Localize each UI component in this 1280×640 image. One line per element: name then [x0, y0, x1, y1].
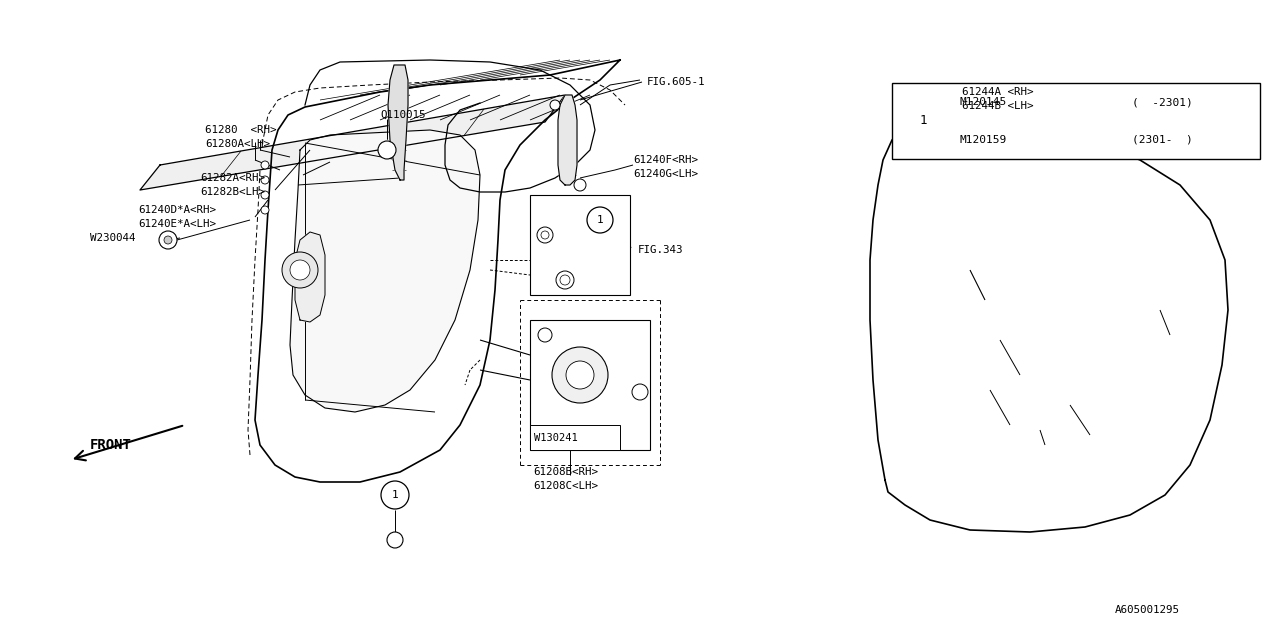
Polygon shape: [388, 65, 408, 180]
Bar: [530, 425, 620, 450]
Text: 61282B<LH>: 61282B<LH>: [200, 187, 265, 197]
Bar: [892, 83, 1260, 159]
Circle shape: [538, 328, 552, 342]
Circle shape: [261, 206, 269, 214]
Circle shape: [914, 126, 925, 138]
Text: W230044: W230044: [90, 233, 136, 243]
Polygon shape: [255, 60, 620, 482]
Circle shape: [538, 227, 553, 243]
Text: M120159: M120159: [960, 135, 1007, 145]
Circle shape: [378, 141, 396, 159]
Circle shape: [291, 260, 310, 280]
Circle shape: [261, 191, 269, 199]
Circle shape: [552, 347, 608, 403]
Text: (  -2301): ( -2301): [1133, 97, 1193, 107]
Circle shape: [556, 271, 573, 289]
Text: M120145: M120145: [960, 97, 1007, 107]
Text: 61208B<RH>: 61208B<RH>: [532, 467, 598, 477]
Text: 61280  <RH>: 61280 <RH>: [205, 125, 276, 135]
Bar: [530, 320, 650, 450]
Circle shape: [282, 252, 317, 288]
Circle shape: [632, 384, 648, 400]
Text: 1: 1: [919, 115, 927, 127]
Circle shape: [381, 481, 410, 509]
Circle shape: [561, 275, 570, 285]
Text: W130241: W130241: [534, 433, 577, 443]
Text: 61244A <RH>: 61244A <RH>: [963, 87, 1033, 97]
Text: 61240D*A<RH>: 61240D*A<RH>: [138, 205, 216, 215]
Polygon shape: [294, 232, 325, 322]
Polygon shape: [140, 95, 564, 190]
Text: 61240G<LH>: 61240G<LH>: [634, 169, 698, 179]
Circle shape: [541, 231, 549, 239]
Text: 1: 1: [596, 215, 603, 225]
Circle shape: [573, 179, 586, 191]
Text: (2301-  ): (2301- ): [1133, 135, 1193, 145]
Polygon shape: [870, 120, 1228, 532]
Circle shape: [550, 100, 561, 110]
Circle shape: [387, 532, 403, 548]
Text: 1: 1: [392, 490, 398, 500]
Text: 61244B <LH>: 61244B <LH>: [963, 101, 1033, 111]
Text: 61240F<RH>: 61240F<RH>: [634, 155, 698, 165]
Polygon shape: [558, 95, 577, 185]
Text: 61208C<LH>: 61208C<LH>: [532, 481, 598, 491]
Text: 61280A<LH>: 61280A<LH>: [205, 139, 270, 149]
Text: 61282A<RH>: 61282A<RH>: [200, 173, 265, 183]
Text: FIG.343: FIG.343: [637, 245, 684, 255]
Text: 61240E*A<LH>: 61240E*A<LH>: [138, 219, 216, 229]
Bar: [530, 195, 630, 295]
Text: FIG.605-1: FIG.605-1: [646, 77, 705, 87]
Circle shape: [261, 176, 269, 184]
Text: FRONT: FRONT: [90, 438, 132, 452]
Circle shape: [566, 361, 594, 389]
Circle shape: [164, 236, 172, 244]
Circle shape: [159, 231, 177, 249]
Text: A605001295: A605001295: [1115, 605, 1180, 615]
Circle shape: [906, 104, 940, 138]
Circle shape: [588, 207, 613, 233]
Circle shape: [261, 161, 269, 169]
Polygon shape: [291, 130, 480, 412]
Text: Q110015: Q110015: [380, 110, 425, 120]
